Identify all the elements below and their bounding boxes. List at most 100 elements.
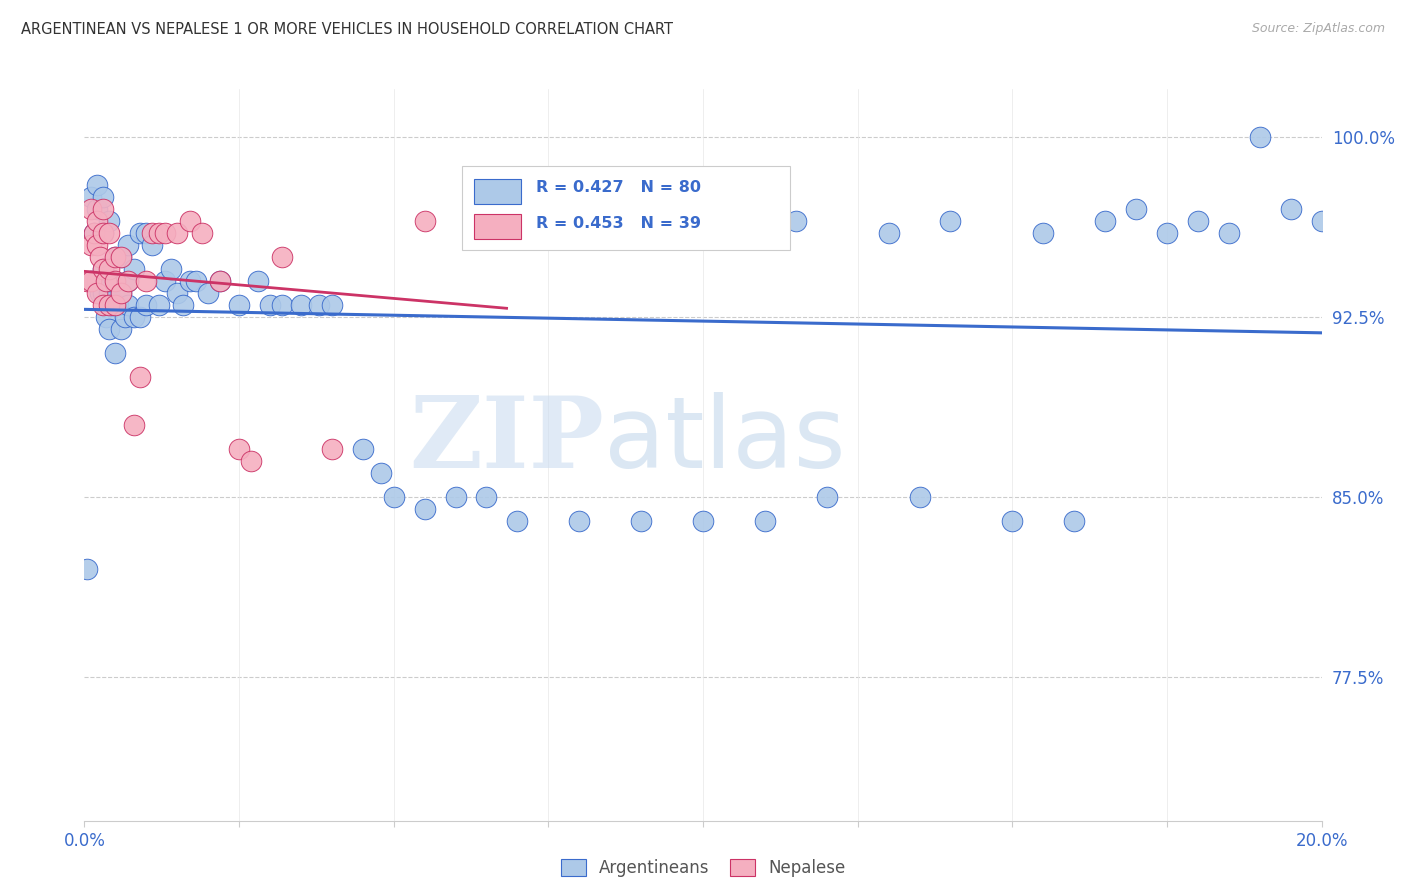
Bar bbox=[474, 179, 522, 204]
Point bbox=[271, 250, 294, 264]
Point bbox=[104, 298, 127, 312]
Point bbox=[290, 298, 312, 312]
Point bbox=[475, 490, 498, 504]
Point bbox=[104, 346, 127, 360]
Point bbox=[79, 190, 101, 204]
Point bbox=[91, 190, 114, 204]
Text: ARGENTINEAN VS NEPALESE 1 OR MORE VEHICLES IN HOUSEHOLD CORRELATION CHART: ARGENTINEAN VS NEPALESE 1 OR MORE VEHICL… bbox=[21, 22, 673, 37]
Point bbox=[382, 490, 405, 504]
Point bbox=[246, 274, 269, 288]
Point bbox=[76, 562, 98, 576]
Point bbox=[83, 226, 105, 240]
FancyBboxPatch shape bbox=[461, 166, 790, 250]
Point bbox=[98, 298, 121, 312]
Point bbox=[129, 310, 152, 324]
Legend: Argentineans, Nepalese: Argentineans, Nepalese bbox=[555, 854, 851, 882]
Point bbox=[197, 286, 219, 301]
Point bbox=[815, 490, 838, 504]
Point bbox=[179, 214, 201, 228]
Point bbox=[630, 514, 652, 528]
Point bbox=[79, 202, 101, 216]
Point bbox=[877, 226, 900, 240]
Point bbox=[352, 442, 374, 456]
Point bbox=[228, 298, 250, 312]
Bar bbox=[474, 214, 522, 239]
Point bbox=[114, 310, 136, 324]
Point bbox=[308, 298, 330, 312]
Point bbox=[1032, 226, 1054, 240]
Point bbox=[692, 514, 714, 528]
Point bbox=[107, 298, 129, 312]
Point bbox=[91, 226, 114, 240]
Point bbox=[153, 274, 176, 288]
Point bbox=[91, 226, 114, 240]
Point bbox=[148, 298, 170, 312]
Point bbox=[98, 262, 121, 277]
Point bbox=[98, 226, 121, 240]
Point bbox=[79, 274, 101, 288]
Point bbox=[179, 274, 201, 288]
Point bbox=[1310, 214, 1333, 228]
Point bbox=[94, 310, 117, 324]
Point bbox=[79, 274, 101, 288]
Point bbox=[1001, 514, 1024, 528]
Point bbox=[122, 417, 145, 432]
Point bbox=[271, 298, 294, 312]
Point bbox=[321, 442, 343, 456]
Point bbox=[321, 298, 343, 312]
Point bbox=[754, 514, 776, 528]
Point bbox=[259, 298, 281, 312]
Point bbox=[86, 238, 108, 252]
Point bbox=[370, 466, 392, 480]
Point bbox=[110, 250, 132, 264]
Point bbox=[104, 274, 127, 288]
Point bbox=[104, 250, 127, 264]
Point bbox=[98, 274, 121, 288]
Point bbox=[83, 226, 105, 240]
Point bbox=[110, 322, 132, 336]
Point bbox=[91, 262, 114, 277]
Point bbox=[117, 298, 139, 312]
Point bbox=[141, 226, 163, 240]
Point bbox=[228, 442, 250, 456]
Point bbox=[76, 274, 98, 288]
Point bbox=[908, 490, 931, 504]
Text: R = 0.453   N = 39: R = 0.453 N = 39 bbox=[536, 216, 702, 230]
Point bbox=[1094, 214, 1116, 228]
Point bbox=[79, 238, 101, 252]
Point bbox=[1156, 226, 1178, 240]
Point bbox=[166, 226, 188, 240]
Point bbox=[135, 274, 157, 288]
Point bbox=[91, 262, 114, 277]
Point bbox=[413, 214, 436, 228]
Point bbox=[89, 286, 111, 301]
Point bbox=[135, 298, 157, 312]
Point bbox=[209, 274, 232, 288]
Point bbox=[86, 202, 108, 216]
Point bbox=[110, 250, 132, 264]
Point bbox=[166, 286, 188, 301]
Point bbox=[1125, 202, 1147, 216]
Point bbox=[117, 238, 139, 252]
Point bbox=[1218, 226, 1240, 240]
Point bbox=[172, 298, 194, 312]
Point bbox=[122, 262, 145, 277]
Point bbox=[86, 178, 108, 193]
Point bbox=[86, 274, 108, 288]
Point bbox=[475, 190, 498, 204]
Point bbox=[209, 274, 232, 288]
Point bbox=[94, 274, 117, 288]
Point bbox=[506, 514, 529, 528]
Point bbox=[413, 501, 436, 516]
Point bbox=[98, 322, 121, 336]
Point bbox=[101, 298, 124, 312]
Text: R = 0.427   N = 80: R = 0.427 N = 80 bbox=[536, 180, 702, 195]
Point bbox=[129, 370, 152, 384]
Point bbox=[723, 226, 745, 240]
Text: atlas: atlas bbox=[605, 392, 845, 489]
Point bbox=[110, 286, 132, 301]
Text: ZIP: ZIP bbox=[409, 392, 605, 489]
Point bbox=[1063, 514, 1085, 528]
Point bbox=[184, 274, 207, 288]
Point bbox=[91, 202, 114, 216]
